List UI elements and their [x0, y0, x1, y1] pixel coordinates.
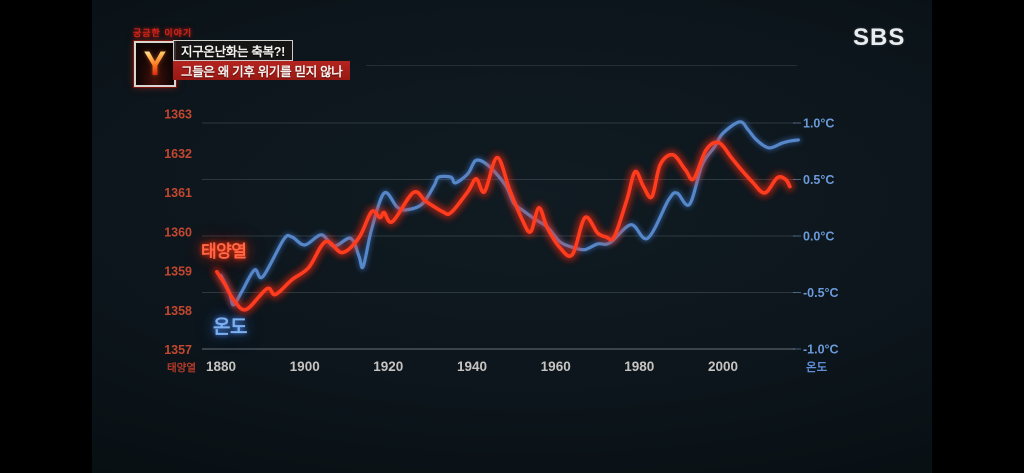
left-axis-title: 태양열 [167, 361, 196, 374]
left-axis-tick-label: 1358 [164, 304, 192, 318]
program-tag: 궁금한 이야기 [133, 28, 193, 38]
studio-backdrop-light-line [366, 65, 797, 66]
x-axis-tick-label: 1940 [457, 359, 487, 374]
letterbox-pillar-right [932, 0, 1024, 473]
right-axis-title: 온도 [806, 361, 828, 374]
x-axis-tick-label: 2000 [708, 359, 738, 374]
sbs-channel-logo: SBS [853, 24, 906, 51]
left-axis-tick-label: 1359 [164, 265, 192, 279]
left-axis-tick-label: 1360 [164, 225, 192, 239]
left-axis-tick-label: 1632 [164, 147, 192, 161]
solar-line [215, 140, 792, 312]
y-logo-letter: Y [143, 45, 167, 83]
right-axis-tick-label: 1.0°C [803, 117, 834, 131]
left-axis-tick-label: 1363 [164, 108, 192, 122]
left-axis-tick-label: 1357 [164, 343, 192, 357]
right-axis-tick-label: -1.0°C [803, 343, 839, 357]
temperature-series-label: 온도 [213, 317, 247, 338]
x-axis-tick-label: 1900 [290, 359, 320, 374]
headline-banner-secondary: 그들은 왜 기후 위기를 믿지 않나 [173, 61, 351, 80]
left-axis-tick-label: 1361 [164, 186, 192, 200]
solar-series-label: 태양열 [201, 242, 247, 261]
right-axis-tick-label: 0.0°C [803, 230, 834, 244]
x-axis-tick-label: 1980 [624, 359, 654, 374]
headline-banner-primary: 지구온난화는 축복?! [173, 40, 293, 61]
right-axis-tick-label: 0.5°C [803, 173, 834, 187]
x-axis-tick-label: 1880 [206, 359, 236, 374]
program-y-logo: Y [134, 41, 176, 87]
x-axis-tick-label: 1920 [373, 359, 403, 374]
right-axis-tick-label: -0.5°C [803, 286, 839, 300]
letterbox-pillar-left [0, 0, 92, 473]
x-axis-tick-label: 1960 [541, 359, 571, 374]
